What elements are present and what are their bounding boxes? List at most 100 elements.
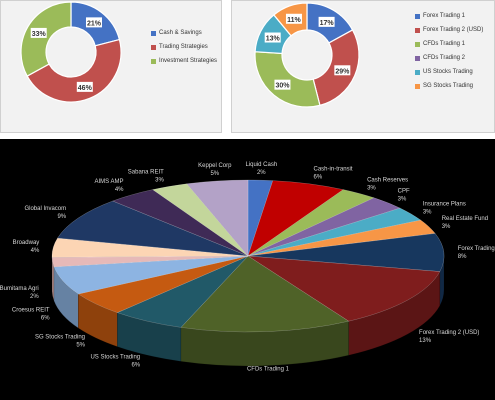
pie3d-category-label: US Stocks Trading — [90, 354, 140, 360]
pie3d-slice-sg-stocks-trading — [77, 255, 249, 313]
legend-swatch — [415, 69, 420, 75]
pie3d-percent-label: 2% — [257, 170, 266, 176]
pie3d-percent-label: 8% — [458, 254, 467, 260]
pie3d-category-label: AIMS AMP — [94, 179, 123, 185]
pie3d-label-cash-reserves: Cash Reserves 3% — [367, 178, 408, 192]
pie3d-slice-cash-reserves — [247, 189, 375, 257]
donut1-data-label: 21% — [87, 20, 102, 27]
pie3d-label-us-stocks-trading: US Stocks Trading 6% — [90, 354, 140, 368]
pie3d-label-real-estate-fund: Real Estate Fund 3% — [442, 216, 488, 230]
donut1-data-label: 46% — [78, 85, 93, 92]
donut1-legend-item-cash-savings: Cash & Savings — [151, 30, 202, 36]
legend-label: CFDs Trading 1 — [423, 41, 466, 47]
donut-chart-2-panel: 17% 29% 30% 13% 11% Forex Trading 1 Forex Tra… — [231, 0, 495, 133]
legend-swatch — [415, 55, 420, 61]
pie3d-slice-aims-amp — [112, 189, 249, 257]
pie3d-category-label: Forex Trading 1 — [458, 246, 495, 252]
pie3d-percent-label: 6% — [41, 316, 50, 322]
pie3d-category-label: Keppel Corp — [198, 163, 232, 169]
legend-swatch — [151, 44, 156, 50]
pie3d-slice-real-estate-fund — [247, 219, 436, 257]
donut2-legend-item-forex-trading-2-usd: Forex Trading 2 (USD) — [415, 27, 483, 33]
donut-chart-1-panel: 21% 46% 33% Cash & Savings Trading Strategi… — [0, 0, 222, 133]
pie3d-slice-cash-in-transit — [247, 180, 344, 257]
pie3d-label-sabana-reit: Sabana REIT 3% — [128, 169, 165, 183]
donut-chart-2: 17% 29% 30% 13% 11% — [254, 2, 360, 108]
pie3d-category-label: Cash-in-transit — [314, 166, 353, 172]
donut2-data-label: 11% — [287, 17, 301, 24]
pie3d-percent-label: 13% — [419, 338, 432, 344]
pie3d-label-broadway: Broadway 4% — [13, 240, 40, 254]
pie3d-percent-label: 3% — [398, 196, 407, 202]
legend-label: Trading Strategies — [159, 44, 208, 50]
donut2-data-label: 30% — [275, 83, 290, 90]
pie3d-category-label: Broadway — [13, 240, 40, 246]
pie3d-side-cfds-trading-1 — [180, 320, 349, 367]
pie-3d-chart-panel: Liquid Cash 2% Cash-in-transit 6% Cash Reser… — [0, 139, 495, 400]
donut2-data-label: 29% — [335, 68, 350, 75]
pie3d-category-label: Bumitama Agri — [0, 286, 39, 292]
pie3d-label-forex-trading-2-usd: Forex Trading 2 (USD) 13% — [419, 330, 479, 344]
donut1-legend-item-trading-strategies: Trading Strategies — [151, 44, 208, 50]
legend-label: US Stocks Trading — [423, 69, 473, 75]
donut2-legend-item-forex-trading-1: Forex Trading 1 — [415, 13, 465, 19]
pie3d-percent-label: 6% — [131, 362, 140, 368]
pie-3d-chart: Liquid Cash 2% Cash-in-transit 6% Cash Reser… — [0, 162, 495, 373]
donut2-data-label: 17% — [320, 20, 335, 27]
pie3d-label-cash-in-transit: Cash-in-transit 6% — [314, 166, 353, 180]
pie3d-label-cpf: CPF 3% — [398, 188, 410, 202]
pie3d-slice-global-invacom — [57, 200, 249, 257]
pie3d-percent-label: 2% — [30, 294, 39, 300]
legend-swatch — [415, 83, 420, 89]
pie3d-percent-label: 9% — [57, 214, 66, 220]
pie3d-percent-label: 3% — [367, 186, 376, 192]
donut1-data-label: 33% — [32, 31, 47, 38]
pie3d-slice-keppel-corp — [186, 179, 249, 257]
pie3d-label-liquid-cash: Liquid Cash 2% — [245, 162, 277, 176]
pie3d-slice-cfds-trading-1 — [180, 255, 350, 333]
donut1-data-label-bg — [30, 27, 47, 38]
donut2-data-label-bg — [274, 79, 291, 90]
pie3d-slice-bumitama-agri — [51, 255, 249, 268]
pie3d-percent-label: 4% — [31, 248, 40, 254]
donut1-legend-item-investment-strategies: Investment Strategies — [151, 58, 217, 64]
legend-label: Investment Strategies — [159, 58, 218, 64]
pie3d-category-label: Global Invacom — [24, 206, 66, 212]
donut2-legend-item-cfds-trading-1: CFDs Trading 1 — [415, 41, 465, 47]
pie3d-category-label: SG Stocks Trading — [35, 334, 85, 340]
pie3d-label-bumitama-agri: Bumitama Agri 2% — [0, 286, 39, 300]
donut2-data-label: 13% — [266, 36, 281, 43]
legend-label: Cash & Savings — [159, 30, 202, 36]
legend-swatch — [151, 30, 156, 36]
pie3d-slice-forex-trading-2-usd — [247, 255, 441, 322]
donut2-slice-cfds-trading-1 — [254, 51, 321, 108]
pie3d-slice-us-stocks-trading — [116, 255, 249, 328]
donut2-legend-item-cfds-trading-2: CFDs Trading 2 — [415, 55, 465, 61]
donut1-slice-investment-strategies — [20, 1, 72, 77]
pie3d-slice-insurance-plans — [247, 207, 422, 257]
legend-swatch — [151, 58, 156, 64]
legend-swatch — [415, 13, 420, 19]
pie3d-percent-label: 3% — [423, 209, 432, 215]
legend-label: Forex Trading 1 — [423, 13, 466, 19]
pie3d-category-label: Real Estate Fund — [442, 216, 488, 222]
pie3d-slice-broadway — [51, 237, 249, 258]
pie3d-label-aims-amp: AIMS AMP 4% — [94, 179, 124, 193]
pie3d-slice-sabana-reit — [152, 183, 249, 257]
donut2-legend-item-sg-stocks-trading: SG Stocks Trading — [415, 83, 473, 89]
donut1-slice-trading-strategies — [26, 38, 122, 103]
legend-swatch — [415, 41, 420, 47]
pie3d-percent-label: 5% — [76, 342, 85, 348]
pie3d-percent-label: 4% — [115, 187, 124, 193]
donut2-data-label-bg — [318, 16, 335, 27]
donut2-data-label-bg — [264, 32, 281, 43]
donut2-data-label-bg — [285, 13, 302, 24]
donut1-data-label-bg — [76, 81, 93, 92]
pie3d-label-global-invacom: Global Invacom 9% — [24, 206, 66, 220]
pie3d-label-croesus-reit: Croesus REIT 6% — [12, 308, 50, 322]
legend-label: Forex Trading 2 (USD) — [423, 27, 484, 33]
donut2-legend-item-us-stocks-trading: US Stocks Trading — [415, 69, 473, 75]
pie3d-percent-label: 3% — [442, 224, 451, 230]
pie3d-label-cfds-trading-1: CFDs Trading 1 — [247, 367, 290, 373]
pie3d-category-label: Croesus REIT — [12, 308, 50, 314]
